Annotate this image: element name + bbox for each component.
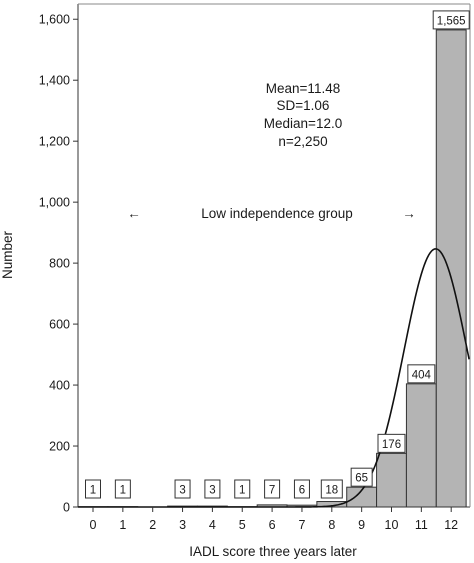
data-label: 6 [299, 485, 305, 497]
bar-11 [405, 383, 437, 508]
bars-group [77, 29, 467, 508]
data-label-box [204, 479, 221, 499]
y-tick-label: 1,000 [39, 196, 70, 210]
x-tick-label: 9 [358, 518, 365, 532]
x-tick-label: 7 [298, 518, 305, 532]
data-label: 3 [209, 485, 215, 497]
data-label-box [234, 479, 251, 499]
data-label-box [114, 479, 131, 499]
x-axis-title: IADL score three years later [189, 544, 357, 559]
data-label: 176 [382, 439, 401, 451]
x-tick-label: 0 [90, 518, 97, 532]
data-label: 18 [325, 485, 338, 497]
data-label-box [174, 479, 191, 499]
y-tick-label: 1,200 [39, 135, 70, 149]
stats-annotation: Mean=11.48 SD=1.06 Median=12.0 n=2,250 [264, 81, 342, 149]
data-label: 7 [269, 485, 275, 497]
x-tick-label: 5 [239, 518, 246, 532]
stats-sd: SD=1.06 [277, 98, 330, 113]
low-independence-group-label: Low independence group [201, 206, 353, 221]
bar-12 [435, 29, 467, 508]
stats-mean: Mean=11.48 [266, 81, 340, 96]
data-label: 1 [239, 485, 245, 497]
y-tick-label: 400 [49, 379, 70, 393]
data-label-box [293, 479, 310, 499]
data-label: 1 [120, 485, 126, 497]
data-label: 404 [412, 369, 432, 381]
y-tick-label: 600 [49, 318, 70, 332]
data-label-box [377, 433, 406, 453]
normal-curve [78, 248, 470, 508]
x-tick-label: 6 [269, 518, 276, 532]
x-tick-label: 3 [179, 518, 186, 532]
x-tick-label: 4 [209, 518, 216, 532]
group-annotation: ← Low independence group → [127, 206, 416, 221]
stats-median: Median=12.0 [264, 116, 342, 131]
x-tick-label: 10 [385, 518, 399, 532]
bar-10 [376, 452, 407, 508]
y-tick-label: 0 [63, 501, 70, 515]
y-axis-title: Number [0, 230, 15, 279]
data-label: 1,565 [437, 15, 466, 27]
data-label-box [407, 364, 436, 384]
data-label-box [350, 467, 373, 487]
y-tick-label: 1,400 [39, 74, 70, 88]
left-arrow-icon: ← [127, 206, 141, 221]
data-label: 65 [355, 473, 368, 485]
data-label: 1 [90, 485, 96, 497]
y-tick-label: 200 [49, 440, 70, 454]
data-label-box [85, 479, 101, 499]
x-tick-label: 1 [119, 518, 126, 532]
data-label-box [432, 10, 470, 30]
x-tick-label: 12 [444, 518, 458, 532]
data-label-box [320, 479, 343, 499]
y-axis-ticks: 0 200 400 600 800 1,000 1,200 1,400 1,600 [39, 13, 78, 515]
data-label: 3 [179, 485, 185, 497]
x-tick-label: 8 [328, 518, 335, 532]
x-tick-label: 2 [149, 518, 156, 532]
right-arrow-icon: → [402, 206, 416, 221]
y-tick-label: 1,600 [39, 13, 70, 27]
x-axis-ticks: 0 1 2 3 4 5 6 7 8 9 10 11 12 [90, 507, 458, 532]
y-tick-label: 800 [49, 257, 70, 271]
data-label-box [264, 479, 281, 499]
stats-n: n=2,250 [278, 134, 327, 149]
x-tick-label: 11 [415, 518, 428, 532]
